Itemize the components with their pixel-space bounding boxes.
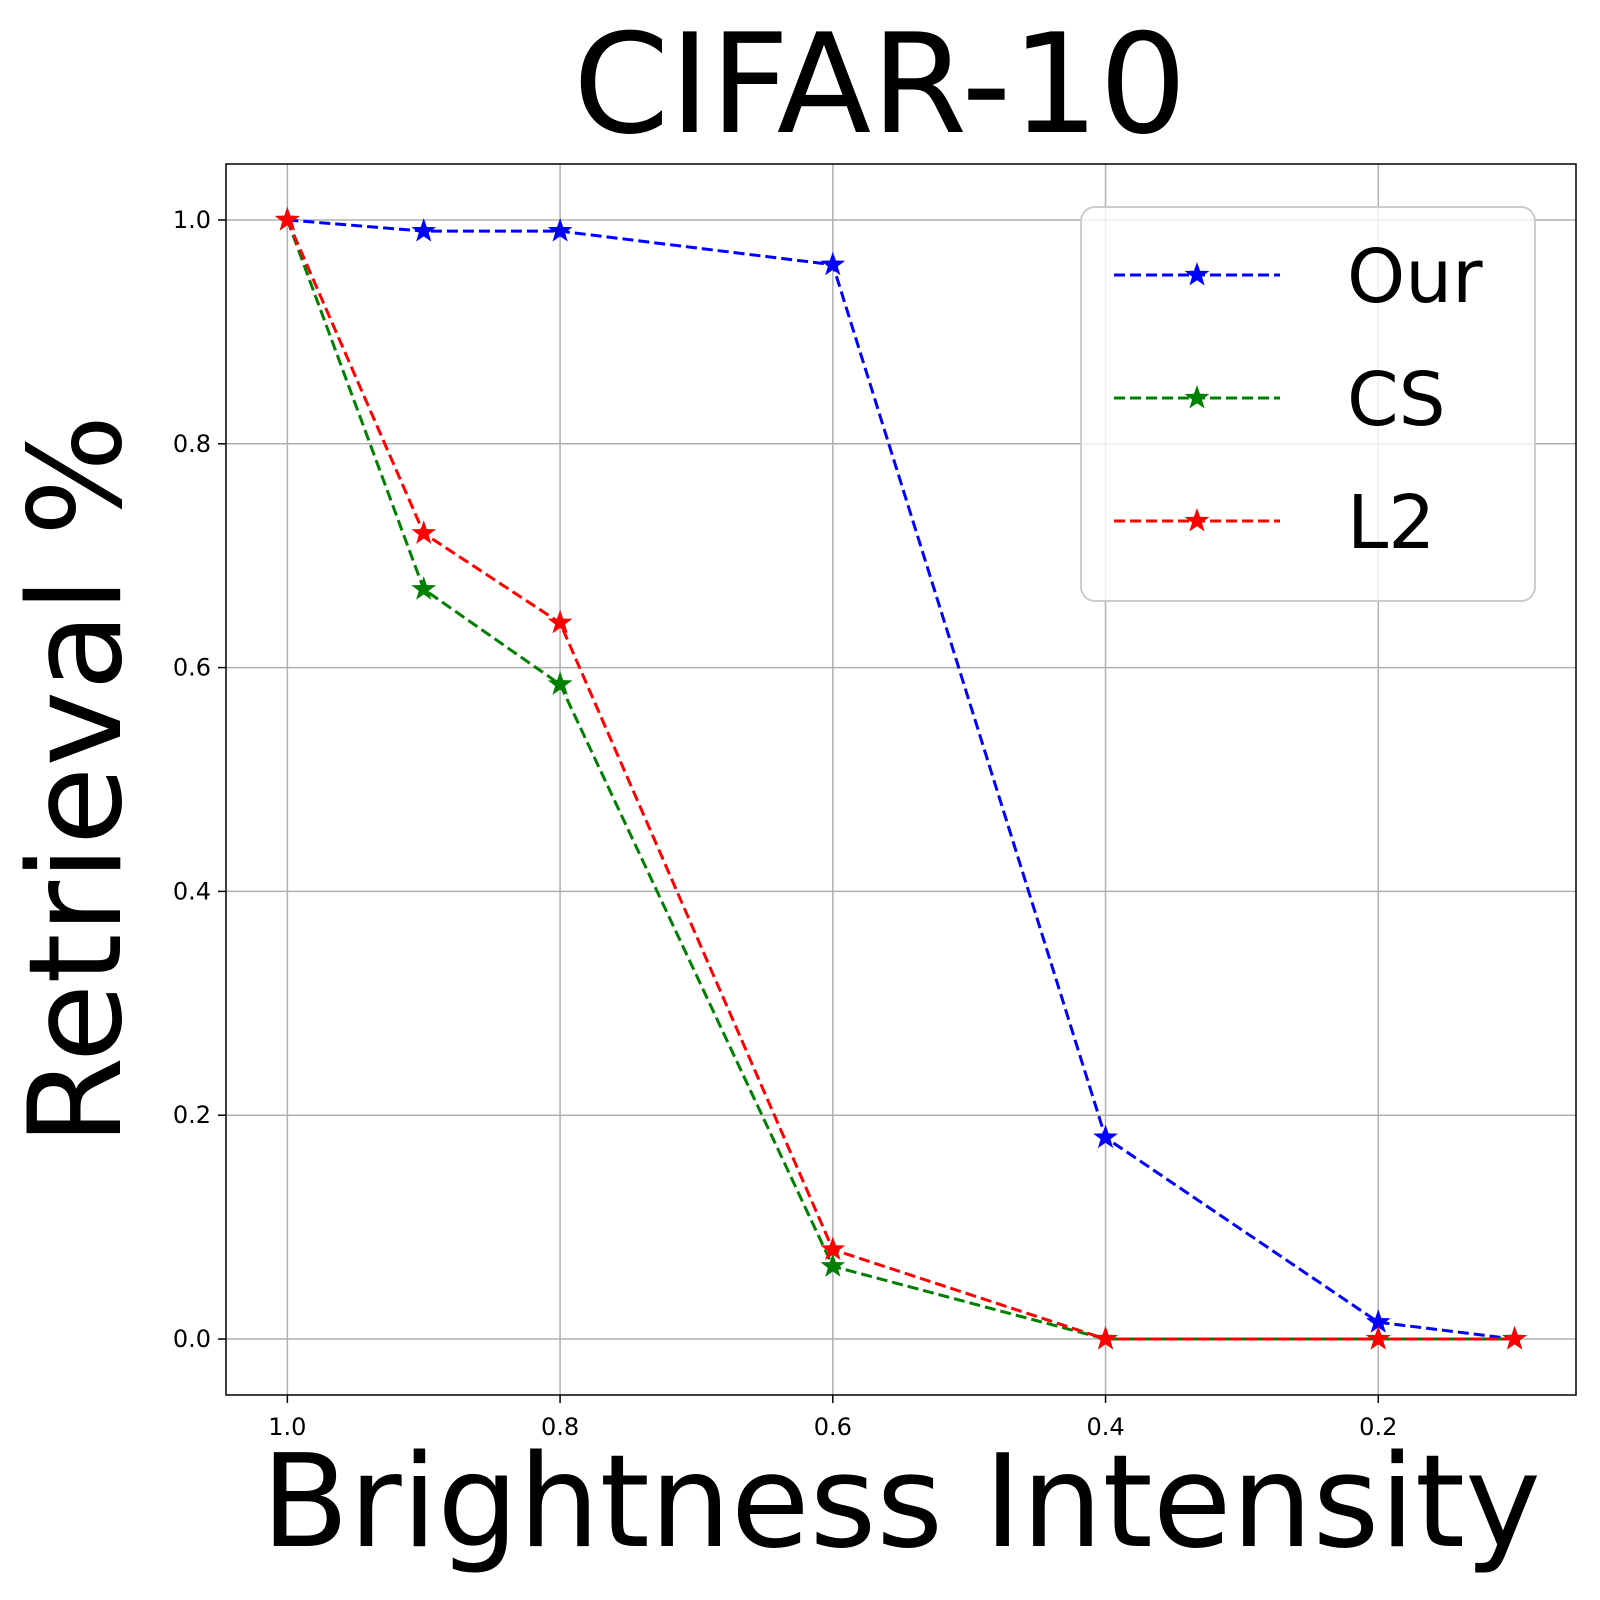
legend-item-cs: CS — [1114, 357, 1446, 443]
y-axis-label: Retrieval % — [2, 414, 151, 1145]
y-tick-label: 0.8 — [173, 430, 211, 458]
data-point-l2 — [275, 206, 300, 231]
data-point-cs — [411, 576, 437, 600]
chart-title: CIFAR-10 — [573, 4, 1187, 165]
data-point-cs — [820, 1253, 846, 1277]
data-point-l2 — [1093, 1326, 1118, 1350]
y-tick-label: 0.6 — [173, 654, 211, 682]
y-tick-label: 0.4 — [173, 877, 211, 905]
x-tick-label: 0.2 — [1359, 1413, 1397, 1441]
x-tick-label: 0.6 — [814, 1413, 852, 1441]
legend-marker-cs — [1184, 385, 1210, 409]
y-tick-label: 1.0 — [173, 206, 211, 234]
y-tick-label: 0.0 — [173, 1325, 211, 1353]
data-point-our — [1365, 1309, 1391, 1333]
x-axis-label: Brightness Intensity — [261, 1428, 1541, 1577]
x-tick-label: 0.4 — [1086, 1413, 1124, 1441]
x-tick-label: 1.0 — [268, 1413, 306, 1441]
legend-item-our: Our — [1114, 234, 1483, 320]
legend-item-l2: L2 — [1114, 480, 1435, 566]
legend-marker-our — [1184, 262, 1210, 286]
x-tick-label: 0.8 — [541, 1413, 579, 1441]
data-point-l2 — [1502, 1326, 1527, 1350]
data-point-l2 — [547, 609, 573, 634]
y-tick-label: 0.2 — [173, 1101, 211, 1129]
data-point-our — [547, 218, 573, 242]
data-point-l2 — [411, 520, 437, 544]
legend-label-cs: CS — [1347, 357, 1446, 443]
data-point-our — [411, 218, 437, 242]
legend-marker-l2 — [1184, 508, 1210, 532]
data-point-cs — [547, 671, 573, 695]
plot-area-frame — [225, 163, 1577, 1396]
series-layer — [275, 206, 1527, 1350]
x-axis-ticks: 1.0 0.8 0.6 0.4 0.2 — [268, 1395, 1397, 1441]
series-l2 — [275, 206, 1527, 1350]
legend: Our CS L2 — [1080, 206, 1536, 602]
legend-label-l2: L2 — [1347, 480, 1435, 566]
y-axis-ticks: 0.0 0.2 0.4 0.6 0.8 1.0 — [173, 206, 226, 1353]
data-point-l2 — [820, 1236, 846, 1261]
data-point-our — [1093, 1124, 1118, 1149]
data-point-l2 — [1365, 1326, 1391, 1350]
data-point-our — [820, 251, 846, 276]
legend-box — [1080, 206, 1536, 602]
legend-label-our: Our — [1347, 234, 1483, 320]
